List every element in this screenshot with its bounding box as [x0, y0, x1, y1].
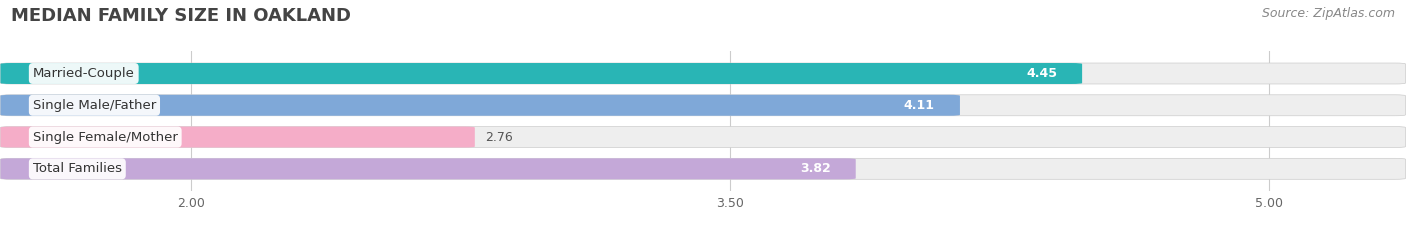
Text: Single Male/Father: Single Male/Father	[32, 99, 156, 112]
Text: Single Female/Mother: Single Female/Mother	[32, 130, 177, 144]
FancyBboxPatch shape	[0, 63, 1406, 84]
Text: MEDIAN FAMILY SIZE IN OAKLAND: MEDIAN FAMILY SIZE IN OAKLAND	[11, 7, 352, 25]
Text: 4.11: 4.11	[904, 99, 935, 112]
FancyBboxPatch shape	[0, 127, 475, 147]
Text: Married-Couple: Married-Couple	[32, 67, 135, 80]
FancyBboxPatch shape	[0, 95, 1406, 116]
FancyBboxPatch shape	[0, 95, 960, 116]
Text: Total Families: Total Families	[32, 162, 122, 175]
Text: Source: ZipAtlas.com: Source: ZipAtlas.com	[1261, 7, 1395, 20]
FancyBboxPatch shape	[0, 158, 856, 179]
FancyBboxPatch shape	[0, 127, 1406, 147]
Text: 2.76: 2.76	[485, 130, 513, 144]
Text: 3.82: 3.82	[800, 162, 831, 175]
FancyBboxPatch shape	[0, 63, 1083, 84]
Text: 4.45: 4.45	[1026, 67, 1057, 80]
FancyBboxPatch shape	[0, 158, 1406, 179]
